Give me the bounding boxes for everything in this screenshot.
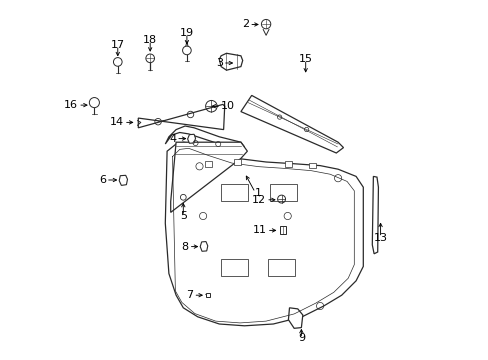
Text: 15: 15 [298, 54, 312, 64]
Polygon shape [165, 142, 363, 326]
Text: 1: 1 [255, 188, 262, 198]
Polygon shape [219, 53, 242, 70]
Text: 13: 13 [373, 233, 387, 243]
Bar [221, 259, 247, 276]
Text: 8: 8 [181, 242, 188, 252]
Polygon shape [288, 308, 302, 328]
Text: 7: 7 [186, 290, 193, 300]
Polygon shape [165, 126, 244, 149]
Text: 11: 11 [252, 225, 266, 235]
Polygon shape [119, 175, 127, 185]
Polygon shape [371, 176, 378, 254]
Bar [204, 161, 212, 167]
Circle shape [113, 58, 122, 66]
Text: 10: 10 [221, 101, 235, 111]
Bar [267, 259, 294, 276]
Text: 2: 2 [242, 19, 249, 30]
Text: 17: 17 [110, 40, 124, 50]
Bar [233, 159, 241, 165]
Text: 14: 14 [109, 117, 123, 127]
Circle shape [182, 46, 191, 55]
Text: 12: 12 [251, 195, 265, 205]
Bar [205, 293, 210, 297]
Polygon shape [241, 95, 343, 153]
Polygon shape [170, 142, 247, 212]
Polygon shape [138, 104, 224, 130]
Polygon shape [187, 134, 195, 143]
Bar [269, 184, 296, 201]
Bar [284, 161, 291, 167]
Text: 16: 16 [64, 100, 78, 110]
Bar [309, 163, 316, 168]
Text: 3: 3 [216, 58, 223, 68]
Polygon shape [200, 242, 207, 251]
Circle shape [89, 98, 99, 108]
Text: 19: 19 [180, 28, 194, 38]
Bar [221, 184, 247, 201]
Text: 5: 5 [180, 211, 186, 221]
Text: 6: 6 [99, 175, 106, 185]
Text: 9: 9 [297, 333, 305, 343]
Text: 4: 4 [169, 134, 176, 144]
Text: 18: 18 [143, 35, 157, 45]
Bar [279, 226, 285, 234]
